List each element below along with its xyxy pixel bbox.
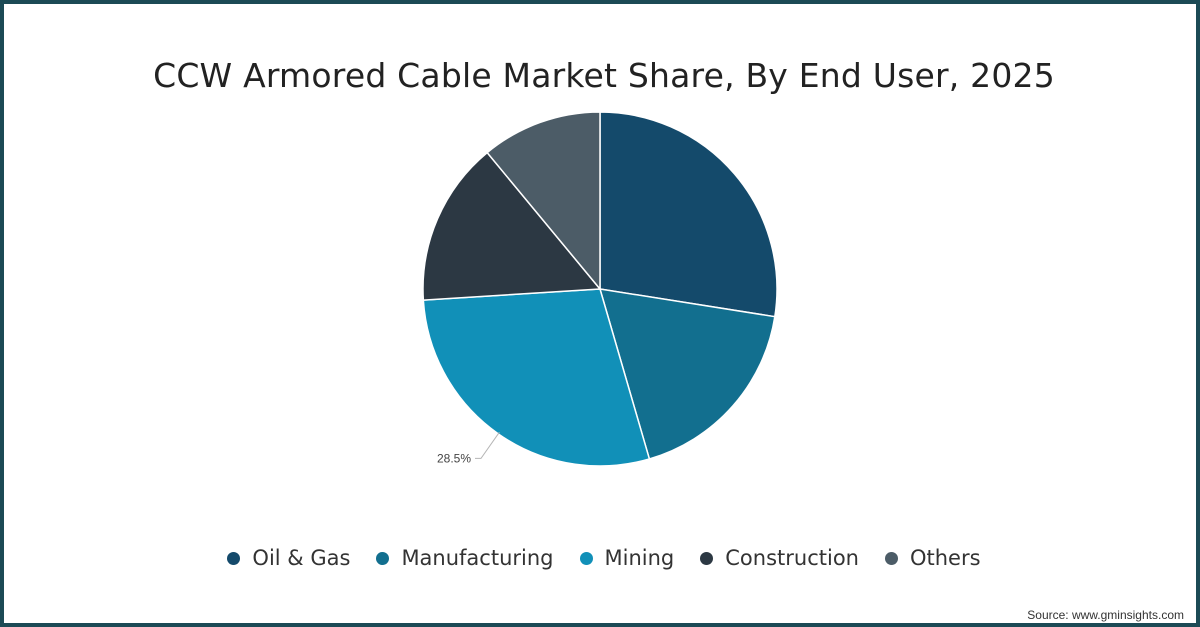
legend-marker-icon	[579, 551, 593, 565]
legend-marker-icon	[884, 551, 898, 565]
chart-title: CCW Armored Cable Market Share, By End U…	[153, 56, 1055, 95]
legend-item-oil-gas[interactable]: Oil & Gas	[227, 546, 350, 570]
legend-marker-icon	[227, 551, 241, 565]
chart-legend: Oil & Gas Manufacturing Mining Construction…	[4, 546, 1200, 570]
pie-slice-manufacturing[interactable]	[598, 288, 776, 460]
legend-label: Manufacturing	[401, 546, 554, 570]
data-label-connector	[475, 431, 500, 459]
legend-item-mining[interactable]: Mining	[579, 546, 675, 570]
legend-marker-icon	[376, 551, 390, 565]
legend-label: Others	[909, 546, 981, 570]
pie-slice-construction[interactable]	[422, 151, 602, 301]
pie-chart: 28.5%	[422, 111, 778, 467]
legend-label: Mining	[604, 546, 675, 570]
pie-slice-oil-gas[interactable]	[599, 111, 778, 318]
legend-label: Oil & Gas	[252, 546, 351, 570]
legend-marker-icon	[700, 551, 714, 565]
legend-item-manufacturing[interactable]: Manufacturing	[376, 546, 554, 570]
legend-item-others[interactable]: Others	[884, 546, 981, 570]
legend-label: Construction	[725, 546, 859, 570]
pie-slice-others[interactable]	[486, 111, 601, 292]
legend-item-construction[interactable]: Construction	[700, 546, 859, 570]
data-label: 28.5%	[437, 451, 471, 465]
source-note: Source: www.gminsights.com	[1027, 608, 1184, 622]
